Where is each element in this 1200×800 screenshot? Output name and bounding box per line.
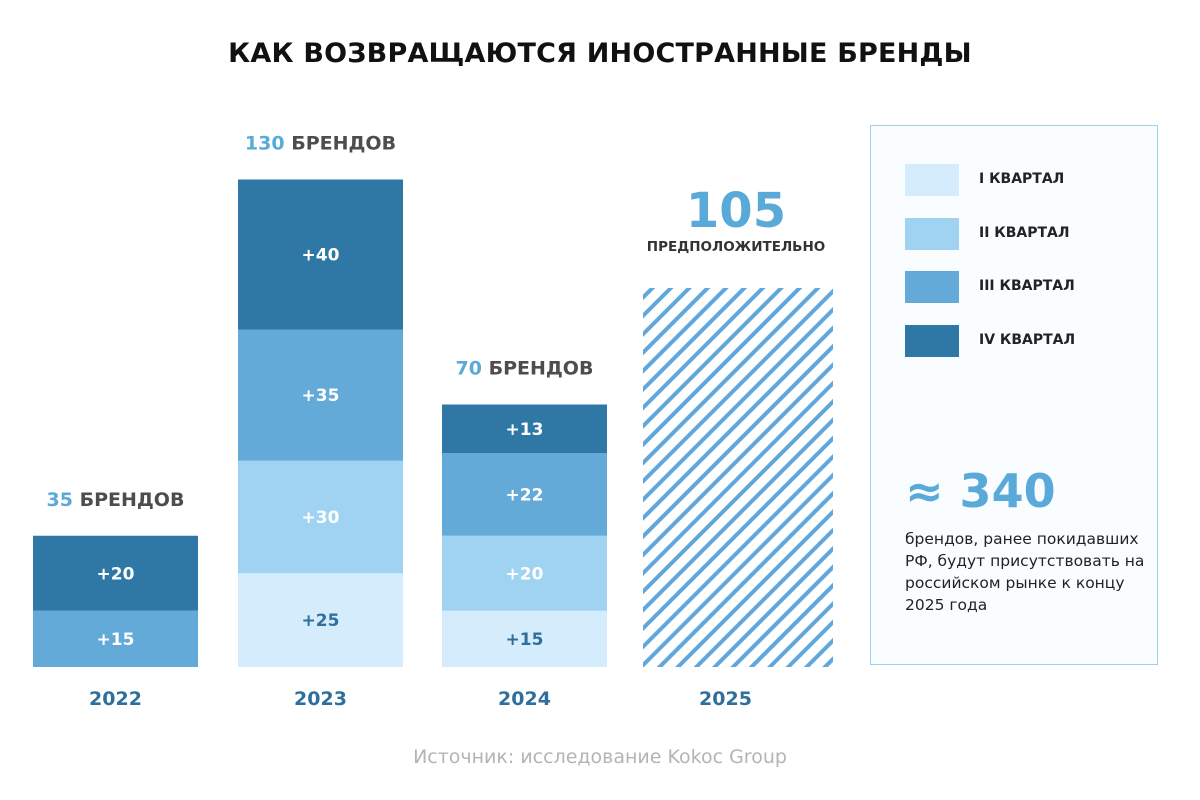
bar-total-suffix-2023: БРЕНДОВ [285, 133, 396, 155]
bar-total-number-2024: 70 [456, 358, 482, 380]
legend-label-q4: IV КВАРТАЛ [979, 332, 1076, 348]
bar-2022-q4 [33, 535, 198, 611]
year-label-2025: 2025 [699, 688, 752, 710]
legend-panel: I КВАРТАЛ II КВАРТАЛ III КВАРТАЛ IV КВАР… [870, 125, 1158, 665]
bar-2022-q3 [33, 610, 198, 667]
bar-2024-q4 [442, 404, 607, 454]
stacked-bar-chart: +15 +20 35 БРЕНДОВ 2022 +25 +30 +35 +40 130 БРЕН… [33, 133, 833, 710]
bar-total-2024: 70 БРЕНДОВ [456, 358, 594, 380]
year-label-2023: 2023 [294, 688, 347, 710]
segment-label-2024-q2: +20 [506, 564, 544, 584]
forecast-value-label: 105 [686, 183, 786, 239]
total-brands-note: брендов, ранее покидавших РФ, будут прис… [905, 530, 1145, 614]
bar-2024-q1 [442, 610, 607, 667]
segment-label-2022-q3: +15 [97, 630, 135, 650]
bar-total-number-2023: 130 [245, 133, 285, 155]
bar-total-suffix-2022: БРЕНДОВ [73, 489, 184, 511]
legend-label-q3: III КВАРТАЛ [979, 278, 1075, 294]
year-label-2024: 2024 [498, 688, 551, 710]
total-brands-number: ≈ 340 [905, 464, 1056, 518]
bar-2023-q1 [238, 573, 403, 667]
legend-swatch-q2 [905, 218, 959, 250]
segment-label-2023-q3: +35 [302, 386, 340, 406]
bar-total-suffix-2024: БРЕНДОВ [482, 358, 593, 380]
source-caption: Источник: исследование Kokoc Group [413, 746, 787, 768]
forecast-note-label: ПРЕДПОЛОЖИТЕЛЬНО [647, 239, 825, 255]
bar-total-2023: 130 БРЕНДОВ [245, 133, 396, 155]
segment-label-2023-q1: +25 [302, 611, 340, 631]
segment-label-2023-q2: +30 [302, 508, 340, 528]
bar-2025-forecast [643, 288, 833, 667]
bar-total-2022: 35 БРЕНДОВ [47, 489, 185, 511]
segment-label-2024-q4: +13 [506, 420, 544, 440]
chart-title: КАК ВОЗВРАЩАЮТСЯ ИНОСТРАННЫЕ БРЕНДЫ [228, 38, 972, 69]
legend-swatch-q4 [905, 325, 959, 357]
segment-label-2024-q3: +22 [506, 486, 544, 506]
legend-swatch-q1 [905, 164, 959, 196]
segment-label-2022-q4: +20 [97, 564, 135, 584]
bar-2023-q3 [238, 329, 403, 461]
bar-total-number-2022: 35 [47, 489, 73, 511]
year-label-2022: 2022 [89, 688, 142, 710]
bar-2023-q4 [238, 179, 403, 330]
segment-label-2023-q4: +40 [302, 246, 340, 266]
legend-label-q2: II КВАРТАЛ [979, 225, 1070, 241]
bar-2023-q2 [238, 460, 403, 574]
legend-swatch-q3 [905, 271, 959, 303]
bar-2024-q2 [442, 535, 607, 611]
bar-2024-q3 [442, 453, 607, 536]
segment-label-2024-q1: +15 [506, 630, 544, 650]
legend-label-q1: I КВАРТАЛ [979, 171, 1065, 187]
